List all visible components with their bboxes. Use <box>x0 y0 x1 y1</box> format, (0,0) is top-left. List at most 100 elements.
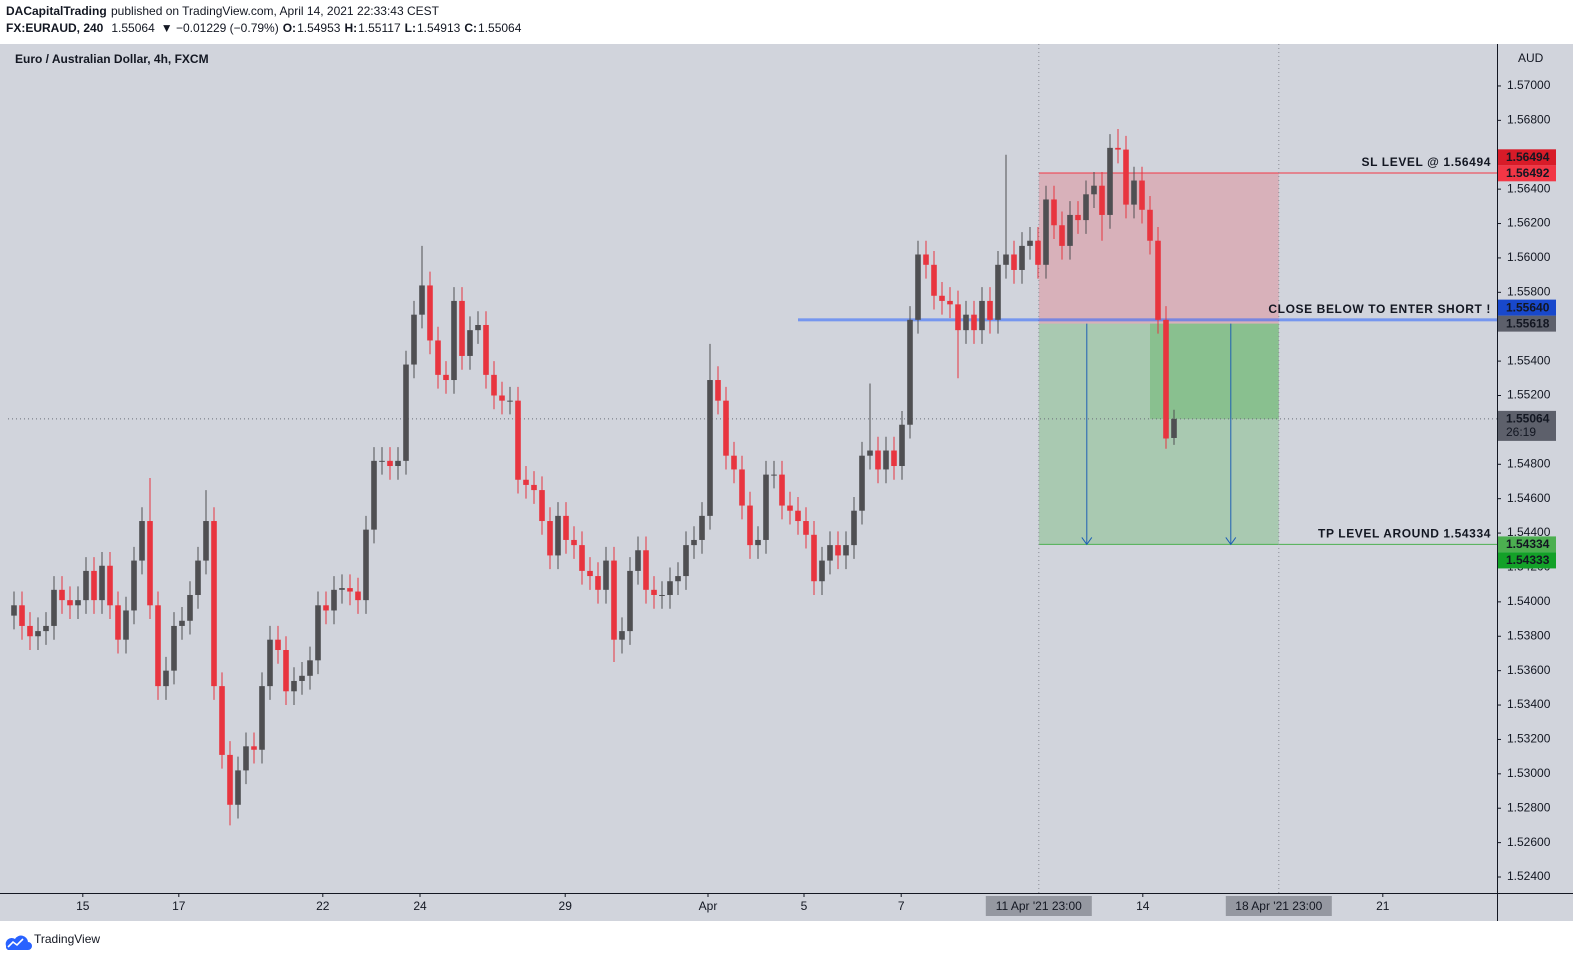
candle-body <box>547 521 553 556</box>
candle-body <box>731 455 737 470</box>
y-tick-label: 1.56800 <box>1507 113 1551 127</box>
candle-body <box>459 300 465 356</box>
candle-body <box>931 264 937 296</box>
target-zone <box>1038 323 1279 545</box>
footer-brand: TradingView <box>34 932 100 946</box>
candle-body <box>387 460 393 467</box>
progress-zone <box>1150 323 1279 419</box>
candle-body <box>771 474 777 476</box>
candle-body <box>475 324 481 331</box>
x-tick-label: Apr <box>699 899 718 913</box>
y-tick-label: 1.53400 <box>1507 697 1551 711</box>
candle-body <box>891 450 897 467</box>
candle-body <box>259 686 265 750</box>
ohlc-key: H: <box>344 21 357 35</box>
y-tick-label: 1.55200 <box>1507 388 1551 402</box>
candle-body <box>827 545 833 561</box>
candle-body <box>555 515 561 556</box>
candle-body <box>163 670 169 687</box>
candle-body <box>907 319 913 425</box>
candle-body <box>1019 245 1025 270</box>
annotation: SL LEVEL @ 1.56494 <box>1362 155 1491 169</box>
ohlc-value: 1.55064 <box>478 21 522 35</box>
plot-area <box>8 44 1497 893</box>
date-badge-label: 11 Apr '21 23:00 <box>996 899 1082 913</box>
candle-body <box>851 510 857 546</box>
candle-body <box>1171 418 1177 438</box>
ohlc-key: L: <box>405 21 416 35</box>
ohlc-key: O: <box>283 21 296 35</box>
candle-body <box>363 529 369 601</box>
y-tick-label: 1.54400 <box>1507 525 1551 539</box>
candle-body <box>947 300 953 305</box>
candle-body <box>867 450 873 456</box>
candle-body <box>27 625 33 637</box>
candle-body <box>187 594 193 621</box>
candle-body <box>299 675 305 681</box>
candle-body <box>651 589 657 595</box>
ohlc-key: C: <box>464 21 477 35</box>
candle-body <box>427 285 433 341</box>
candle-body <box>763 474 769 540</box>
candle-body <box>219 686 225 755</box>
candle-body <box>1067 214 1073 246</box>
candle-body <box>491 374 497 396</box>
symbol: FX:EURAUD, 240 <box>6 21 104 35</box>
candle-body <box>803 521 809 535</box>
candle-body <box>1075 214 1081 221</box>
candle-body <box>283 650 289 692</box>
candle-body <box>1123 149 1129 205</box>
tradingview-logo <box>5 935 32 950</box>
x-tick-label: 7 <box>898 899 905 913</box>
candle-body <box>1107 147 1113 215</box>
y-tick-label: 1.54000 <box>1507 594 1551 608</box>
candle-body <box>227 754 233 805</box>
candle-body <box>963 314 969 331</box>
ohlc-value: 1.55117 <box>358 21 401 35</box>
candle-body <box>1155 240 1161 320</box>
y-tick-label: 1.53600 <box>1507 663 1551 677</box>
y-tick-label: 1.55400 <box>1507 353 1551 367</box>
candle-body <box>579 545 585 571</box>
candle-body <box>747 505 753 546</box>
x-tick-label: 21 <box>1376 899 1390 913</box>
x-tick-label: 5 <box>801 899 808 913</box>
price-badge <box>1498 165 1556 182</box>
candle-body <box>35 631 41 637</box>
countdown: 26:19 <box>1506 425 1536 439</box>
price-badge <box>1498 149 1556 166</box>
y-tick-label: 1.54800 <box>1507 456 1551 470</box>
y-tick-label: 1.52800 <box>1507 800 1551 814</box>
logo-line <box>7 938 24 948</box>
annotation: CLOSE BELOW TO ENTER SHORT ! <box>1268 302 1491 316</box>
price-badge-label: 1.56492 <box>1506 166 1550 180</box>
y-tick-label: 1.56000 <box>1507 250 1551 264</box>
candle-body <box>203 521 209 561</box>
candle-body <box>91 570 97 601</box>
price-badge-label: 1.55064 <box>1506 412 1550 426</box>
candle-body <box>315 605 321 661</box>
candle-body <box>499 395 505 401</box>
candle-body <box>643 550 649 590</box>
price-badge <box>1498 299 1556 316</box>
candle-body <box>379 460 385 462</box>
published: published on TradingView.com, April 14, … <box>111 4 440 18</box>
last-price: 1.55064 <box>111 21 155 35</box>
candle-body <box>1043 199 1049 265</box>
candle-body <box>1115 147 1121 150</box>
candle-body <box>795 510 801 522</box>
y-tick-label: 1.54600 <box>1507 491 1551 505</box>
candle-body <box>19 605 25 626</box>
candle-body <box>1163 319 1169 439</box>
candle-body <box>675 576 681 582</box>
candle-body <box>1147 209 1153 241</box>
currency: AUD <box>1518 51 1544 65</box>
candle-body <box>323 605 329 611</box>
candle-body <box>835 545 841 556</box>
candle-body <box>923 254 929 265</box>
candle-body <box>915 254 921 320</box>
candle-body <box>371 460 377 530</box>
candle-body <box>1139 180 1145 210</box>
price-badge-label: 1.56494 <box>1506 150 1550 164</box>
